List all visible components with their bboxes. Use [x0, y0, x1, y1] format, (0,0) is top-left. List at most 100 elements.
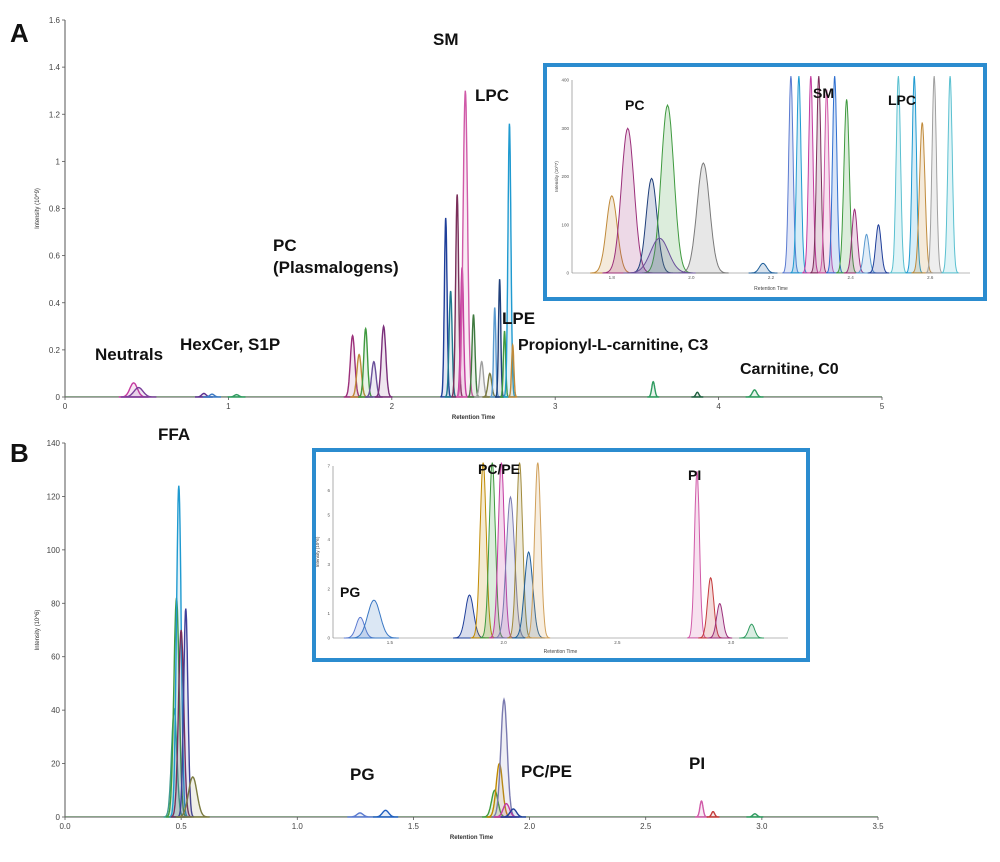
inset-chromatogram-peak	[826, 76, 844, 274]
x-axis-label: Retention Time	[450, 835, 494, 841]
inset-chromatogram-peak	[590, 195, 634, 274]
y-tick-label: 60	[51, 653, 60, 662]
inset-y-axis-label: Intensity (10^6)	[315, 536, 320, 567]
chromatogram-peak	[374, 324, 393, 398]
inset-b-annotation-pi: PI	[688, 467, 701, 483]
inset-chromatogram-peak	[843, 208, 866, 274]
inset-x-tick-label: 1.8	[609, 275, 616, 280]
y-tick-label: 1	[56, 157, 61, 166]
chromatogram-peak	[451, 194, 464, 398]
inset-x-tick-label: 1.5	[387, 640, 394, 645]
inset-x-tick-label: 2.4	[847, 275, 854, 280]
y-axis-label: Intensity (10^6)	[35, 610, 41, 651]
inset-chromatogram-peak	[748, 262, 778, 274]
y-axis-label: Intensity (10^9)	[35, 188, 41, 229]
x-tick-label: 0	[63, 402, 68, 411]
annotation-hexcer-s1p: HexCer, S1P	[180, 335, 280, 354]
x-tick-label: 0.0	[59, 822, 71, 831]
annotation-lpc: LPC	[475, 86, 509, 105]
inset-y-tick-label: 0	[566, 271, 569, 276]
annotation-pi: PI	[689, 754, 705, 773]
chromatogram-peak	[695, 800, 708, 818]
inset-y-tick-label: 200	[561, 174, 569, 179]
inset-chromatogram-peak	[739, 623, 764, 639]
x-tick-label: 0.5	[176, 822, 188, 831]
panel-a-inset-chart: 0 100 200 300 400 1.8 2.0 2.2 2.4 2.6 Retention Ti…	[554, 76, 970, 292]
inset-chromatogram-peak	[349, 599, 399, 639]
annotation-propionyl-carnitine: Propionyl-L-carnitine, C3	[518, 337, 708, 354]
inset-chromatogram-peak	[687, 471, 707, 639]
y-tick-label: 0	[56, 813, 61, 822]
chromatogram-peak	[508, 342, 518, 398]
inset-y-tick-label: 1	[327, 611, 330, 616]
inset-chromatogram-peak	[802, 76, 820, 274]
y-tick-label: 1.4	[49, 63, 61, 72]
inset-chromatogram-peak	[493, 495, 528, 639]
inset-y-tick-label: 400	[561, 78, 569, 83]
inset-a-annotation-sm: SM	[813, 85, 834, 101]
chromatogram-peak	[499, 330, 510, 398]
chromatogram-peak	[691, 391, 704, 398]
inset-chromatogram-peak	[810, 76, 828, 274]
annotation-lpe: LPE	[502, 309, 535, 328]
chromatogram-peak	[227, 393, 246, 398]
y-tick-label: 0.8	[49, 205, 61, 214]
y-tick-label: 0	[56, 393, 61, 402]
chromatogram-peak	[372, 809, 399, 818]
inset-chromatogram-peak	[479, 462, 505, 639]
inset-y-axis-label: Intensity (10^7)	[554, 161, 559, 192]
inset-a-annotation-lpc: LPC	[888, 92, 916, 108]
y-tick-label: 40	[51, 706, 60, 715]
y-tick-label: 1.2	[49, 110, 61, 119]
chromatogram-peak	[343, 333, 362, 398]
annotation-pg: PG	[350, 765, 375, 784]
y-tick-label: 0.2	[49, 346, 61, 355]
inset-x-tick-label: 2.6	[927, 275, 934, 280]
inset-chromatogram-peak	[905, 76, 923, 274]
chromatogram-peak	[358, 326, 374, 398]
inset-y-tick-label: 0	[327, 636, 330, 641]
chromatogram-peak	[745, 389, 764, 398]
inset-chromatogram-peak	[818, 89, 836, 274]
chromatogram-peak	[746, 813, 764, 818]
y-tick-label: 120	[47, 492, 61, 501]
inset-chromatogram-peak	[941, 76, 959, 274]
annotation-sm: SM	[433, 30, 459, 49]
inset-y-tick-label: 3	[327, 562, 330, 567]
inset-chromatogram-peak	[629, 177, 674, 274]
panel-a-chart: 0 0.2 0.4 0.6 0.8 1 1.2 1.4 1.6 0 1 2 3 4 5 Retention T…	[35, 16, 885, 421]
y-tick-label: 80	[51, 599, 60, 608]
x-tick-label: 1.0	[292, 822, 304, 831]
panel-letter-b: B	[10, 438, 29, 468]
inset-y-tick-label: 300	[561, 126, 569, 131]
chromatogram-peak	[170, 629, 192, 818]
inset-chromatogram-peak	[835, 99, 858, 274]
inset-chromatogram-peak	[525, 462, 551, 639]
chromatogram-peak	[503, 123, 516, 398]
inset-a-annotation-pc: PC	[625, 97, 644, 113]
x-tick-label: 3.0	[756, 822, 768, 831]
inset-chromatogram-peak	[602, 127, 654, 274]
x-tick-label: 2.0	[524, 822, 536, 831]
inset-chromatogram-peak	[512, 550, 546, 639]
chromatogram-peak	[120, 386, 157, 398]
y-tick-label: 100	[47, 546, 61, 555]
inset-y-tick-label: 5	[327, 513, 330, 518]
chromatogram-peak	[456, 90, 475, 398]
inset-x-tick-label: 3.0	[728, 640, 735, 645]
inset-x-axis-label: Retention Time	[754, 286, 788, 292]
inset-y-tick-label: 100	[561, 222, 569, 227]
panel-b-inset-chart: 0 1 2 3 4 5 6 7 1.5 2.0 2.5 3.0 Retention Time Intens…	[315, 462, 788, 655]
inset-chromatogram-peak	[698, 576, 724, 639]
x-tick-label: 3	[553, 402, 558, 411]
inset-chromatogram-peak	[470, 462, 496, 639]
x-tick-label: 1	[226, 402, 231, 411]
inset-y-tick-label: 4	[327, 537, 330, 542]
y-tick-label: 0.6	[49, 252, 61, 261]
inset-chromatogram-peak	[911, 122, 934, 274]
y-tick-label: 20	[51, 760, 60, 769]
annotation-pc-pe: PC/PE	[521, 762, 572, 781]
inset-chromatogram-peak	[453, 594, 486, 639]
